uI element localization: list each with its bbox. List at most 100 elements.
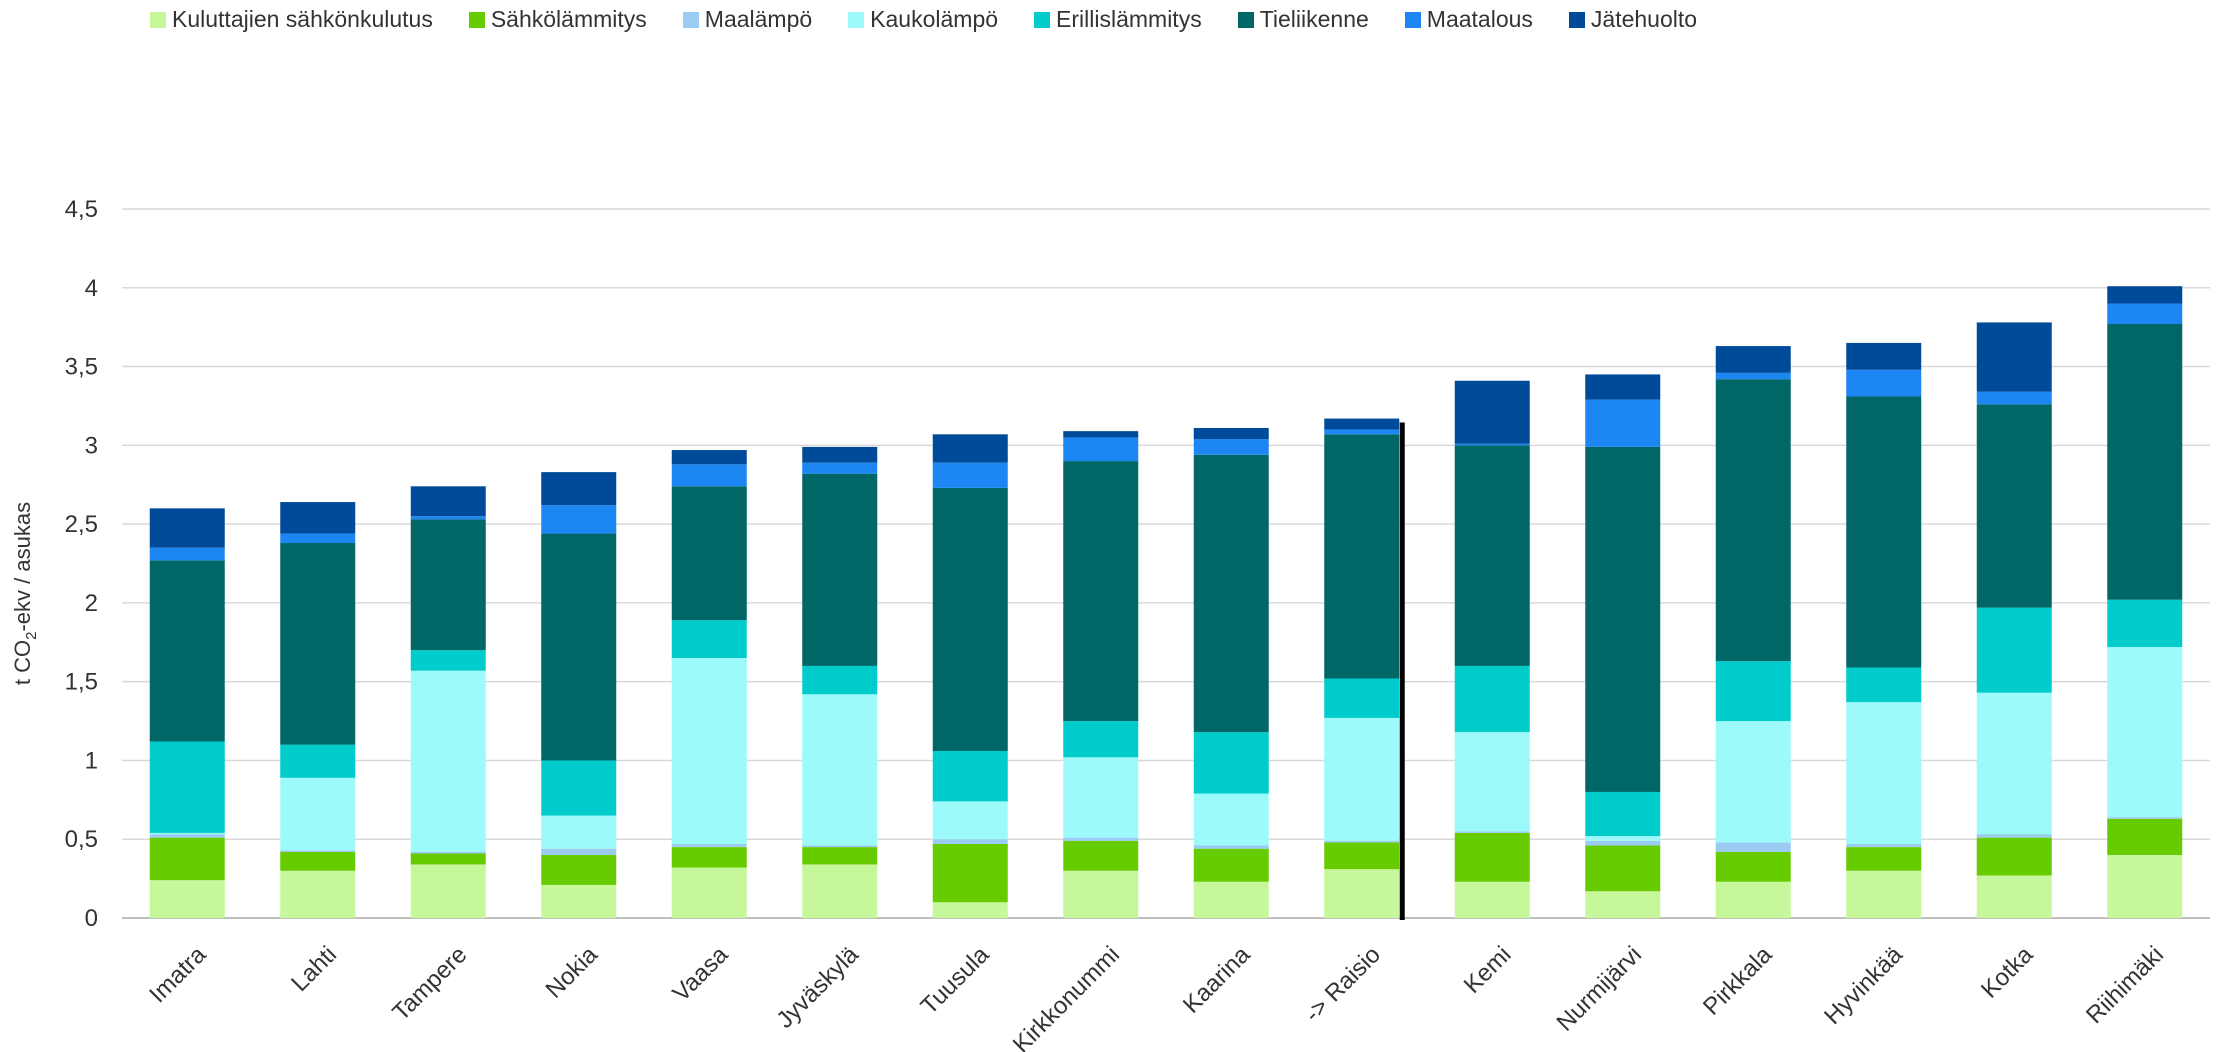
y-tick-label: 0 xyxy=(85,905,98,932)
bar-segment xyxy=(1193,732,1269,794)
legend-label: Tieliikenne xyxy=(1259,6,1369,32)
legend-swatch xyxy=(1034,11,1051,28)
bar-segment xyxy=(1585,845,1661,892)
bar-segment xyxy=(671,843,747,848)
x-tick-label: Lahti xyxy=(286,941,342,997)
y-tick-label: 2 xyxy=(85,590,98,617)
bar-segment xyxy=(1193,845,1269,849)
y-tick-label: 4,5 xyxy=(65,196,98,223)
bar-segment xyxy=(410,851,486,854)
bar-segment xyxy=(410,486,486,517)
bar-segment xyxy=(1976,837,2052,876)
bar-segment xyxy=(802,665,878,695)
bar-segment xyxy=(2107,286,2183,304)
bar-segment xyxy=(2107,324,2183,600)
bar-segment xyxy=(1324,429,1400,435)
bar-segment xyxy=(280,744,356,778)
y-axis-label-subscript: 2 xyxy=(23,632,40,640)
chart-legend: Kuluttajien sähkönkulutus Sähkölämmitys Ma… xyxy=(150,6,1733,33)
bar-segment xyxy=(2107,303,2183,325)
bar-segment xyxy=(149,547,225,561)
bar-segment xyxy=(671,620,747,659)
legend-item: Maalämpö xyxy=(682,6,812,33)
bar-segment xyxy=(410,670,486,852)
bar-segment xyxy=(149,508,225,548)
legend-item: Maatalous xyxy=(1404,6,1533,33)
legend-label: Maatalous xyxy=(1426,6,1533,32)
y-tick-label: 3 xyxy=(85,432,98,459)
y-tick-label: 1,5 xyxy=(65,669,98,696)
bar-segment xyxy=(932,839,1008,844)
bar-segment xyxy=(671,464,747,487)
bar-segment xyxy=(280,851,356,871)
x-tick-label: Hyvinkää xyxy=(1819,941,1908,1030)
legend-swatch xyxy=(1237,11,1254,28)
bar-segment xyxy=(149,560,225,742)
bar-segment xyxy=(1976,692,2052,835)
legend-label: Kuluttajien sähkönkulutus xyxy=(172,6,433,32)
bar-segment xyxy=(1454,665,1530,733)
bar-segment xyxy=(280,533,356,544)
bar-segment xyxy=(410,650,486,671)
bar-segment xyxy=(1324,678,1400,718)
bar-segment xyxy=(1193,428,1269,440)
x-tick-label: Tuusula xyxy=(916,941,995,1020)
x-tick-label: Jyväskylä xyxy=(771,941,864,1034)
x-tick-label: Pirkkala xyxy=(1698,941,1778,1021)
bar-segment xyxy=(1324,842,1400,870)
x-tick-label: -> Raisio xyxy=(1299,941,1386,1028)
y-tick-label: 1 xyxy=(85,747,98,774)
bar-segment xyxy=(541,505,617,534)
bar-segment xyxy=(2107,818,2183,855)
bar-segment xyxy=(932,434,1008,463)
bar-segment xyxy=(1715,346,1791,373)
bar-segment xyxy=(1976,404,2052,608)
bar-segment xyxy=(1715,379,1791,662)
x-tick-label: Kirkkonummi xyxy=(1008,941,1125,1052)
bar-segment xyxy=(149,741,225,833)
bar-segment xyxy=(1846,870,1922,918)
bar-segment xyxy=(1063,437,1139,462)
x-tick-label: Imatra xyxy=(144,941,212,1009)
bar-segment xyxy=(1715,842,1791,852)
legend-swatch xyxy=(1404,11,1421,28)
bar-segment xyxy=(1585,836,1661,841)
bar-segment xyxy=(1846,847,1922,871)
legend-label: Kaukolämpö xyxy=(870,6,999,32)
bar-segment xyxy=(1846,702,1922,844)
legend-item: Kuluttajien sähkönkulutus xyxy=(150,6,433,33)
bar-segment xyxy=(1063,721,1139,758)
bar-segment xyxy=(671,867,747,918)
bar-segment xyxy=(671,450,747,465)
x-tick-label: Kemi xyxy=(1459,941,1517,999)
bar-segment xyxy=(1324,418,1400,430)
bar-segment xyxy=(541,815,617,849)
bar-segment xyxy=(1193,848,1269,882)
bar-segment xyxy=(541,760,617,816)
bar-segment xyxy=(932,843,1008,903)
bar-segment xyxy=(2107,647,2183,818)
bar-segment xyxy=(410,864,486,918)
legend-label: Jätehuolto xyxy=(1590,6,1698,32)
bar-segment xyxy=(280,543,356,745)
legend-swatch xyxy=(682,11,699,28)
legend-label: Erillislämmitys xyxy=(1056,6,1202,32)
bar-segment xyxy=(1715,661,1791,722)
legend-swatch xyxy=(150,11,166,28)
bar-segment xyxy=(1063,461,1139,722)
bar-segment xyxy=(2107,817,2183,819)
bar-segment xyxy=(1846,396,1922,668)
x-tick-label: Riihimäki xyxy=(2081,941,2169,1029)
bar-segment xyxy=(1193,793,1269,846)
bar-segment xyxy=(149,880,225,918)
bar-segment xyxy=(541,533,617,761)
bar-segment xyxy=(1193,439,1269,455)
bar-segment xyxy=(1585,374,1661,400)
legend-swatch xyxy=(1568,11,1585,28)
bar-segment xyxy=(541,854,617,885)
legend-item: Erillislämmitys xyxy=(1034,6,1202,33)
bar-segment xyxy=(1585,840,1661,846)
bar-segment xyxy=(932,750,1008,802)
